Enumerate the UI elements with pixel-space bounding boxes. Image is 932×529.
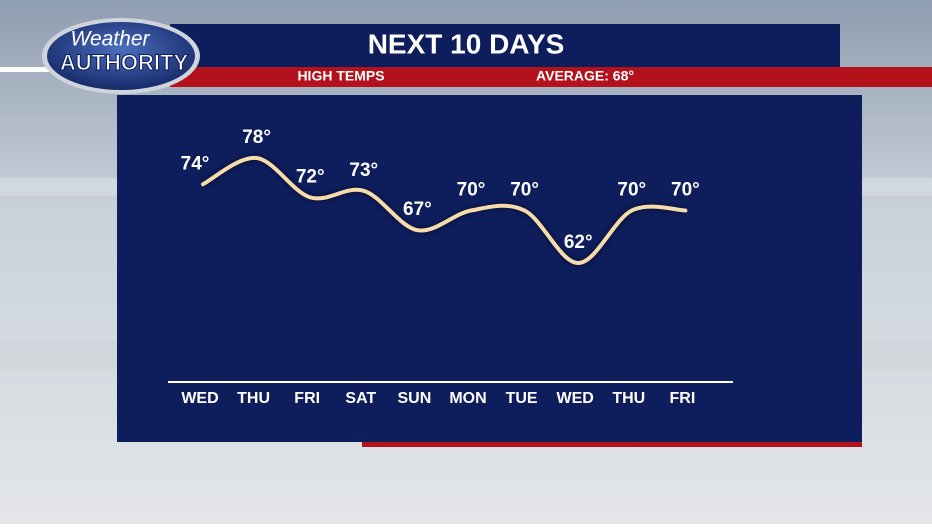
value-label: 78° [242, 127, 271, 148]
value-label: 70° [671, 180, 700, 201]
x-tick-label: FRI [294, 390, 320, 407]
line [201, 155, 688, 266]
value-label: 70° [617, 180, 646, 201]
x-tick-label: WED [557, 390, 594, 407]
logo-text: AUTHORITY [60, 50, 189, 75]
chart-subtitle: HIGH TEMPS [297, 68, 384, 84]
chart-title: NEXT 10 DAYS [368, 28, 565, 59]
x-tick-label: TUE [506, 390, 538, 407]
x-tick-label: THU [237, 390, 270, 407]
x-tick-label: MON [449, 390, 486, 407]
annotation: AVERAGE: 68° [536, 68, 634, 84]
value-label: 73° [349, 160, 378, 181]
subtitle-bar [170, 67, 932, 87]
value-label: 70° [510, 180, 539, 201]
value-label: 72° [296, 166, 325, 187]
x-tick-label: SAT [345, 390, 376, 407]
logo-text: Weather [71, 28, 151, 51]
x-tick-label: THU [612, 390, 645, 407]
value-label: 74° [181, 153, 210, 174]
chart-panel [117, 95, 862, 442]
value-label: 62° [564, 232, 593, 253]
value-label: 70° [457, 180, 486, 201]
value-label: 67° [403, 199, 432, 220]
x-tick-label: WED [181, 390, 218, 407]
title-bar [170, 24, 840, 67]
logo [47, 22, 195, 90]
panel-accent [362, 442, 862, 447]
x-tick-label: SUN [398, 390, 432, 407]
x-tick-label: FRI [670, 390, 696, 407]
